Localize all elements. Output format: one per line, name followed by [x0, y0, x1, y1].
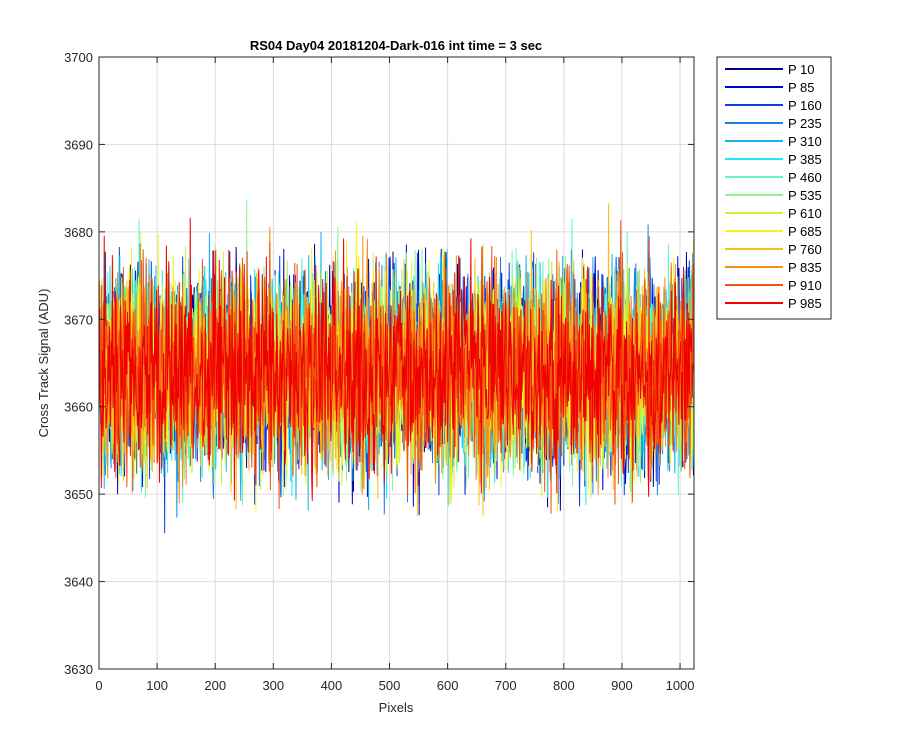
legend: P 10 P 85 P 160 P 235 P 310 P 385 P 460 P 535 P … — [716, 56, 832, 320]
x-tick-label: 900 — [611, 678, 633, 693]
plot-frame — [98, 56, 695, 670]
x-tick-label: 1000 — [666, 678, 695, 693]
legend-entry: P 235 — [788, 116, 822, 131]
y-tick-label: 3650 — [64, 487, 93, 502]
series-layer — [98, 199, 694, 534]
legend-entry: P 385 — [788, 152, 822, 167]
y-tick-label: 3640 — [64, 575, 93, 590]
chart-title: RS04 Day04 20181204-Dark-016 int time = … — [250, 38, 542, 53]
legend-entry: P 535 — [788, 188, 822, 203]
legend-entry: P 10 — [788, 62, 815, 77]
legend-entry: P 760 — [788, 242, 822, 257]
x-tick-label: 700 — [495, 678, 517, 693]
legend-entry: P 910 — [788, 278, 822, 293]
y-tick-label: 3700 — [64, 50, 93, 65]
y-tick-label: 3630 — [64, 662, 93, 677]
legend-entry: P 160 — [788, 98, 822, 113]
y-tick-label: 3690 — [64, 137, 93, 152]
x-tick-label: 800 — [553, 678, 575, 693]
y-tick-label: 3680 — [64, 225, 93, 240]
x-tick-label: 0 — [95, 678, 102, 693]
x-tick-label: 300 — [262, 678, 284, 693]
y-tick-label: 3660 — [64, 400, 93, 415]
x-tick-label: 600 — [437, 678, 459, 693]
y-tick-label: 3670 — [64, 312, 93, 327]
y-axis-label: Cross Track Signal (ADU) — [36, 289, 51, 438]
legend-box — [716, 56, 832, 320]
series-line-p985 — [98, 217, 694, 502]
x-tick-label: 100 — [146, 678, 168, 693]
legend-entry: P 85 — [788, 80, 815, 95]
x-axis-label: Pixels — [379, 700, 414, 715]
x-tick-label: 400 — [321, 678, 343, 693]
legend-entry: P 460 — [788, 170, 822, 185]
legend-entry: P 610 — [788, 206, 822, 221]
legend-entry: P 310 — [788, 134, 822, 149]
axis-ticks: 0 100 200 300 400 500 600 700 800 900 1000 3630 3640… — [64, 50, 694, 693]
x-tick-label: 200 — [204, 678, 226, 693]
legend-entry: P 685 — [788, 224, 822, 239]
x-tick-label: 500 — [379, 678, 401, 693]
legend-entry: P 835 — [788, 260, 822, 275]
legend-entry: P 985 — [788, 296, 822, 311]
